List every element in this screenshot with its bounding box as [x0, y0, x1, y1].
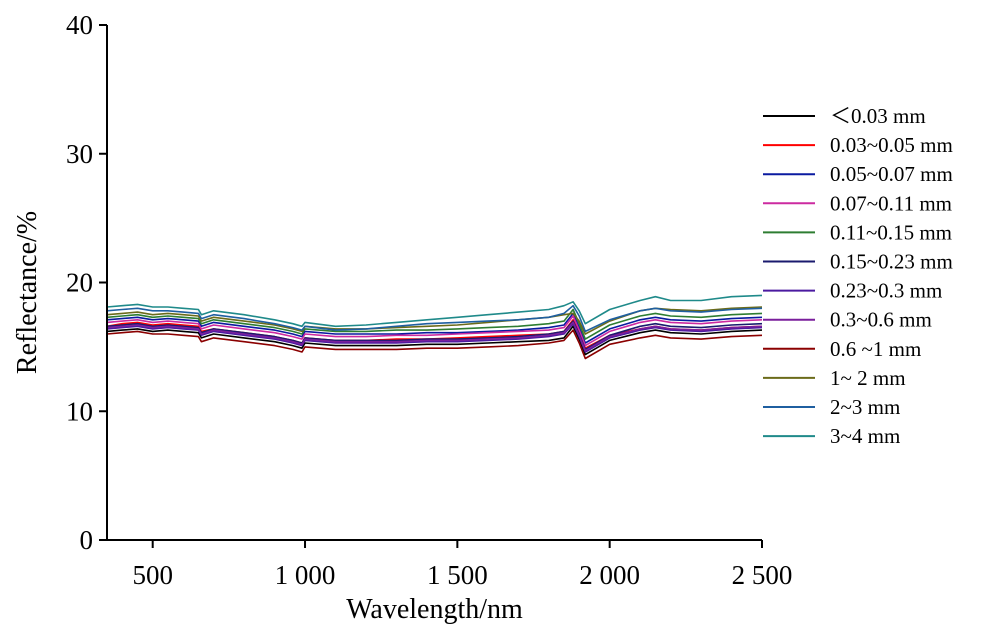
- y-tick-label: 0: [80, 525, 94, 555]
- axes: [106, 25, 762, 541]
- series-line-5: [106, 308, 763, 340]
- y-axis-label: Reflectance/%: [12, 211, 43, 374]
- series-line-1: [106, 325, 763, 356]
- legend-label: 0.23~0.3 mm: [830, 279, 942, 303]
- legend-label: 0.3~0.6 mm: [830, 308, 932, 332]
- legend-label: 0.6 ~1 mm: [830, 337, 921, 361]
- series-line-11: [106, 304, 763, 333]
- y-tick-label: 30: [66, 139, 93, 169]
- legend-label: 3~4 mm: [830, 424, 900, 448]
- series-line-4: [106, 315, 763, 347]
- series-line-8: [106, 321, 763, 352]
- x-tick-label: 1 000: [275, 560, 336, 590]
- legend: ＜0.03 mm 0.03~0.05 mm 0.05~0.07 mm 0.07~0.1…: [763, 104, 953, 448]
- x-tick-label: 2 000: [579, 560, 640, 590]
- x-tick-label: 500: [132, 560, 173, 590]
- y-tick-label: 20: [66, 268, 93, 298]
- legend-label: 0.07~0.11 mm: [830, 191, 952, 215]
- legend-label: 0.15~0.23 mm: [830, 250, 953, 274]
- series-lines: [106, 294, 763, 360]
- x-tick-label: 1 500: [427, 560, 488, 590]
- y-tick-label: 40: [66, 10, 93, 40]
- y-tick-label: 10: [66, 396, 93, 426]
- series-line-7: [106, 322, 763, 353]
- series-line-12: [106, 294, 763, 328]
- series-line-9: [106, 329, 763, 360]
- legend-label: 2~3 mm: [830, 395, 900, 419]
- legend-label: ＜0.03 mm: [830, 104, 926, 128]
- series-line-6: [106, 320, 763, 351]
- series-line-3: [106, 312, 763, 344]
- x-tick-label: 2 500: [732, 560, 793, 590]
- legend-label: 0.05~0.07 mm: [830, 162, 953, 186]
- axis-ticks: 0 10 20 30 40 500 1 000 1 500 2 000 2 500: [66, 10, 792, 590]
- legend-label: 1~ 2 mm: [830, 366, 906, 390]
- legend-label: 0.11~0.15 mm: [830, 220, 952, 244]
- x-axis-label: Wavelength/nm: [346, 594, 523, 625]
- legend-label: 0.03~0.05 mm: [830, 133, 953, 157]
